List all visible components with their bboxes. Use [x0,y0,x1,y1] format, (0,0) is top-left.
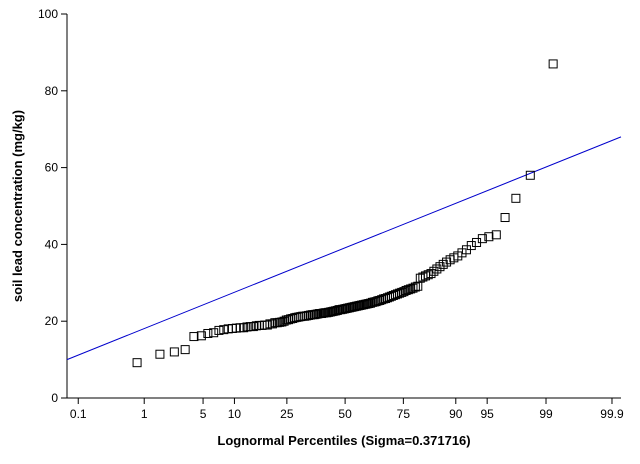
data-point [426,269,436,279]
data-point [239,323,249,333]
y-axis: 0 20 40 60 80 100 [38,7,67,405]
y-axis-title: soil lead concentration (mg/kg) [10,110,25,302]
x-tick-label: 50 [338,407,352,421]
y-tick-label: 100 [38,7,58,21]
data-point [420,271,430,281]
plot-area [66,14,621,399]
x-axis: 0.1 1 5 10 25 50 75 90 95 99 99.9 [70,398,624,421]
data-point [435,262,445,272]
x-tick-label: 5 [200,407,207,421]
y-tick-label: 20 [45,314,59,328]
data-points [132,59,558,368]
data-point [525,170,535,180]
y-tick-label: 80 [45,84,59,98]
data-point [196,331,206,341]
y-tick-label: 40 [45,237,59,251]
x-tick-label: 75 [397,407,411,421]
x-tick-label: 25 [280,407,294,421]
y-tick-label: 0 [51,391,58,405]
data-point [548,59,558,69]
data-point [332,305,342,315]
data-point [214,325,224,335]
x-tick-label: 99.9 [600,407,624,421]
fit-line [66,136,622,361]
data-point [500,213,510,223]
data-point [262,320,272,330]
data-point [484,232,494,242]
data-point [180,345,190,355]
data-point [511,193,521,203]
data-point [203,328,213,338]
x-tick-label: 10 [228,407,242,421]
data-point [477,234,487,244]
data-point [410,282,420,292]
x-axis-title: Lognormal Percentiles (Sigma=0.371716) [217,433,470,448]
data-point [248,322,258,332]
data-point [155,349,165,359]
data-point [423,270,433,280]
x-tick-label: 99 [539,407,553,421]
x-tick-label: 1 [141,407,148,421]
data-point [401,285,411,295]
data-point [408,283,418,293]
data-point [189,332,199,342]
data-point [466,241,476,251]
data-point [432,264,442,274]
data-point [491,230,501,240]
data-point [209,328,219,338]
data-point [403,285,413,295]
data-point [169,347,179,357]
data-point [406,284,416,294]
data-point [267,319,277,329]
data-point [132,358,142,368]
x-tick-label: 95 [480,407,494,421]
x-tick-label: 0.1 [70,407,87,421]
data-point [438,259,448,269]
x-tick-label: 90 [449,407,463,421]
y-tick-label: 60 [45,161,59,175]
data-point [429,266,439,276]
